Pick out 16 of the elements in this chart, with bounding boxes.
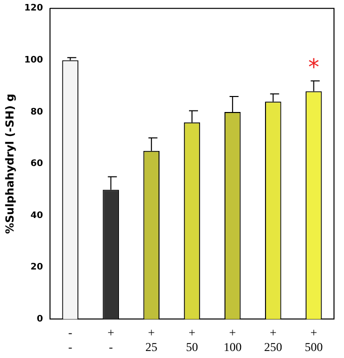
- y-tick-label: 0: [36, 314, 43, 325]
- y-tick-label: 100: [24, 56, 43, 66]
- y-tick-label: 80: [30, 107, 43, 118]
- x-tick-label: + 100: [224, 326, 242, 354]
- y-tick-label: 20: [30, 262, 43, 273]
- x-tick-label: + -: [107, 326, 114, 354]
- y-tick-label: 60: [30, 159, 43, 170]
- x-tick-label: + 50: [186, 326, 198, 354]
- annotation: *: [308, 56, 320, 81]
- x-tick-label: + 250: [264, 326, 282, 354]
- x-tick-label: + 25: [145, 326, 158, 354]
- x-tick-label: + 500: [304, 326, 323, 354]
- y-tick-label: 120: [24, 4, 43, 14]
- y-axis-title: %Sulphahydryl (-SH) g: [3, 94, 16, 234]
- y-tick-label: 40: [30, 210, 43, 221]
- x-tick-label: - -: [68, 326, 72, 354]
